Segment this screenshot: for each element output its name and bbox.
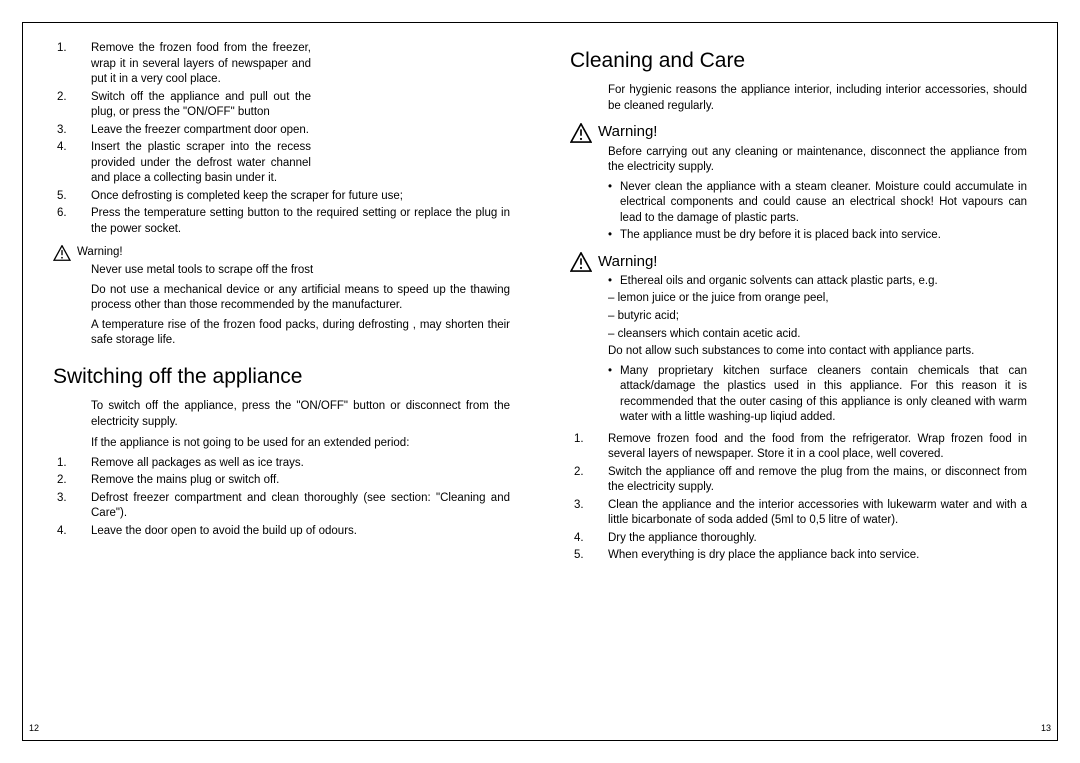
section-intro: To switch off the appliance, press the "… bbox=[91, 399, 510, 430]
list-item: Dry the appliance thoroughly. bbox=[608, 531, 1027, 547]
no-contact-note: Do not allow such substances to come int… bbox=[608, 344, 1027, 360]
defrost-steps: 1.Remove the frozen food from the freeze… bbox=[53, 41, 510, 237]
cleaning-intro: For hygienic reasons the appliance inter… bbox=[608, 83, 1027, 114]
list-item: Switch off the appliance and pull out th… bbox=[91, 90, 311, 121]
list-item: Leave the freezer compartment door open. bbox=[91, 123, 311, 139]
warning2-bullets-2: Many proprietary kitchen surface cleaner… bbox=[608, 364, 1027, 426]
list-item: The appliance must be dry before it is p… bbox=[608, 228, 1027, 244]
list-item: Ethereal oils and organic solvents can a… bbox=[608, 274, 1027, 290]
warning-body: Never use metal tools to scrape off the … bbox=[91, 263, 510, 349]
list-item: Switch the appliance off and remove the … bbox=[608, 465, 1027, 496]
list-item: Clean the appliance and the interior acc… bbox=[608, 498, 1027, 529]
page-13: Cleaning and Care For hygienic reasons t… bbox=[540, 23, 1057, 740]
page-number-right: 13 bbox=[1041, 722, 1051, 734]
list-item: Many proprietary kitchen surface cleaner… bbox=[608, 364, 1027, 426]
warning-heading-1: Warning! bbox=[570, 122, 1027, 142]
warning-label: Warning! bbox=[598, 252, 657, 272]
section-title-switching-off: Switching off the appliance bbox=[53, 363, 510, 391]
warning-icon bbox=[570, 252, 592, 272]
page-12: 1.Remove the frozen food from the freeze… bbox=[23, 23, 540, 740]
warning-icon bbox=[53, 245, 71, 261]
list-item: Remove all packages as well as ice trays… bbox=[91, 456, 510, 472]
list-item: Once defrosting is completed keep the sc… bbox=[91, 189, 510, 205]
list-item: Remove frozen food and the food from the… bbox=[608, 432, 1027, 463]
section-title-cleaning: Cleaning and Care bbox=[570, 47, 1027, 75]
page-spread: 1.Remove the frozen food from the freeze… bbox=[22, 22, 1058, 741]
dash-list: – lemon juice or the juice from orange p… bbox=[608, 291, 1027, 342]
warning-heading: Warning! bbox=[53, 245, 510, 261]
subheading: If the appliance is not going to be used… bbox=[91, 436, 510, 452]
list-item: – butyric acid; bbox=[608, 309, 1027, 325]
list-item: Insert the plastic scraper into the rece… bbox=[91, 140, 311, 187]
warning-label: Warning! bbox=[598, 122, 657, 142]
list-item: Press the temperature setting button to … bbox=[91, 206, 510, 237]
warning-heading-2: Warning! bbox=[570, 252, 1027, 272]
list-item: Remove the frozen food from the freezer,… bbox=[91, 41, 311, 88]
list-item: When everything is dry place the applian… bbox=[608, 548, 1027, 564]
list-item: – lemon juice or the juice from orange p… bbox=[608, 291, 1027, 307]
list-item: Remove the mains plug or switch off. bbox=[91, 473, 510, 489]
warning-label: Warning! bbox=[77, 245, 123, 261]
page-number-left: 12 bbox=[29, 722, 39, 734]
list-item: Leave the door open to avoid the build u… bbox=[91, 524, 510, 540]
warning1-intro: Before carrying out any cleaning or main… bbox=[608, 145, 1027, 176]
warning2-bullets-1: Ethereal oils and organic solvents can a… bbox=[608, 274, 1027, 290]
list-item: – cleansers which contain acetic acid. bbox=[608, 327, 1027, 343]
list-item: Defrost freezer compartment and clean th… bbox=[91, 491, 510, 522]
cleaning-steps: 1.Remove frozen food and the food from t… bbox=[570, 432, 1027, 564]
extended-period-steps: 1.Remove all packages as well as ice tra… bbox=[53, 456, 510, 540]
warning1-bullets: Never clean the appliance with a steam c… bbox=[608, 180, 1027, 244]
warning-icon bbox=[570, 123, 592, 143]
list-item: Never clean the appliance with a steam c… bbox=[608, 180, 1027, 227]
